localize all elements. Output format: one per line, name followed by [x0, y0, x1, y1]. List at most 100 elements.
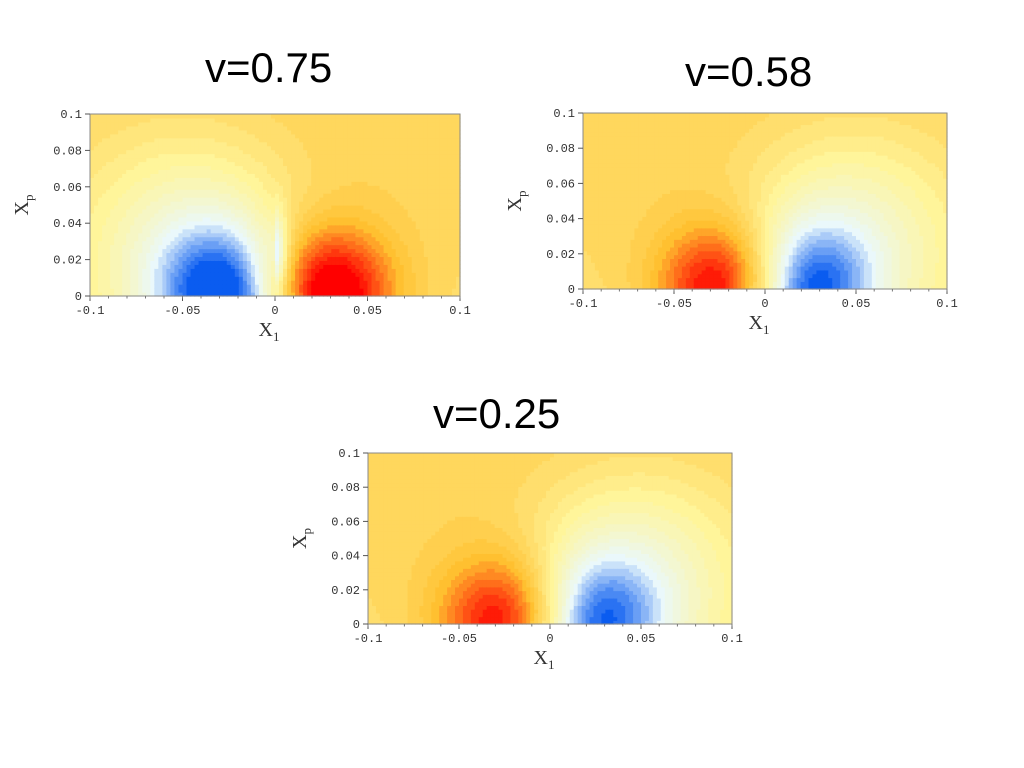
heatmap-cell — [206, 272, 212, 277]
heatmap-cell — [335, 141, 340, 147]
heatmap-cell — [634, 266, 639, 271]
heatmap-cell — [178, 240, 184, 246]
heatmap-cell — [586, 151, 592, 156]
heatmap-cell — [614, 120, 620, 126]
heatmap-cell — [287, 260, 292, 265]
heatmap-cell — [379, 288, 385, 293]
heatmap-cell — [275, 181, 280, 186]
heatmap-cell — [391, 288, 397, 293]
heatmap-cell — [367, 153, 373, 159]
heatmap-cell — [431, 133, 437, 139]
heatmap-cell — [455, 177, 461, 182]
heatmap-cell — [583, 254, 588, 259]
heatmap-cell — [419, 153, 425, 159]
heatmap-cell — [583, 151, 588, 156]
heatmap-cell — [447, 280, 453, 285]
heatmap-cell — [214, 121, 220, 127]
heatmap-cell — [319, 133, 324, 139]
heatmap-cell — [146, 260, 151, 265]
heatmap-cell — [138, 272, 143, 277]
heatmap-cell — [395, 216, 401, 222]
heatmap-cell — [162, 236, 168, 242]
heatmap-cell — [638, 201, 643, 206]
heatmap-cell — [279, 288, 284, 293]
heatmap-cell — [399, 268, 405, 273]
heatmap-cell — [331, 268, 336, 273]
heatmap-cell — [443, 169, 449, 174]
heatmap-cell — [266, 197, 272, 202]
heatmap-cell — [102, 256, 107, 261]
heatmap-cell — [299, 157, 304, 163]
heatmap-cell — [142, 288, 147, 293]
heatmap-cell — [435, 177, 441, 182]
heatmap-cell — [363, 276, 369, 281]
heatmap-cell — [598, 269, 604, 275]
heatmap-cell — [447, 181, 453, 186]
heatmap-cell — [594, 132, 600, 137]
heatmap-cell — [630, 246, 636, 252]
heatmap-cell — [618, 181, 624, 187]
heatmap-cell — [359, 129, 365, 135]
heatmap-cell — [94, 292, 99, 297]
heatmap-cell — [634, 166, 639, 171]
heatmap-cell — [234, 272, 240, 277]
heatmap-cell — [150, 157, 155, 163]
heatmap-cell — [395, 133, 401, 139]
heatmap-cell — [439, 260, 445, 265]
heatmap-cell — [270, 157, 276, 163]
heatmap-cell — [194, 193, 200, 198]
heatmap-cell — [106, 185, 111, 190]
heatmap-cell — [323, 288, 328, 293]
heatmap-cell — [254, 137, 260, 143]
heatmap-cell — [158, 248, 163, 254]
heatmap-cell — [218, 173, 224, 178]
heatmap-cell — [606, 197, 612, 202]
heatmap-cell — [583, 178, 588, 183]
heatmap-cell — [202, 236, 208, 242]
heatmap-cell — [403, 212, 409, 218]
heatmap-cell — [150, 181, 155, 186]
heatmap-cell — [254, 232, 260, 238]
heatmap-cell — [142, 228, 147, 234]
heatmap-cell — [283, 224, 288, 230]
heatmap-cell — [359, 292, 365, 297]
heatmap-cell — [170, 153, 176, 159]
heatmap-cell — [198, 260, 204, 265]
heatmap-cell — [339, 224, 344, 230]
heatmap-cell — [287, 224, 292, 230]
heatmap-cell — [443, 228, 449, 234]
heatmap-cell — [162, 276, 168, 281]
heatmap-cell — [106, 197, 111, 202]
heatmap-cell — [618, 239, 624, 244]
heatmap-cell — [182, 284, 188, 289]
heatmap-cell — [98, 272, 103, 277]
heatmap-cell — [598, 212, 604, 217]
heatmap-cell — [262, 228, 268, 234]
heatmap-cell — [439, 248, 445, 254]
heatmap-cell — [130, 212, 135, 218]
heatmap-cell — [419, 145, 425, 151]
heatmap-cell — [130, 232, 135, 238]
heatmap-cell — [250, 208, 256, 214]
heatmap-cell — [106, 137, 111, 143]
heatmap-cell — [323, 201, 328, 206]
heatmap-cell — [447, 284, 453, 289]
heatmap-cell — [90, 145, 95, 151]
heatmap-cell — [166, 157, 172, 163]
heatmap-cell — [375, 173, 381, 178]
heatmap-cell — [142, 232, 147, 238]
heatmap-cell — [642, 231, 647, 237]
heatmap-cell — [134, 284, 139, 289]
panel-title-v058: v=0.58 — [685, 48, 813, 95]
heatmap-cell — [162, 268, 168, 273]
heatmap-cell — [415, 292, 421, 297]
heatmap-cell — [262, 276, 268, 281]
heatmap-cell — [262, 205, 268, 210]
heatmap-cell — [202, 145, 208, 151]
heatmap-cell — [246, 280, 252, 285]
heatmap-cell — [335, 292, 340, 297]
heatmap-cell — [423, 240, 429, 246]
heatmap-cell — [122, 280, 127, 285]
heatmap-cell — [246, 121, 252, 127]
heatmap-cell — [222, 197, 228, 202]
